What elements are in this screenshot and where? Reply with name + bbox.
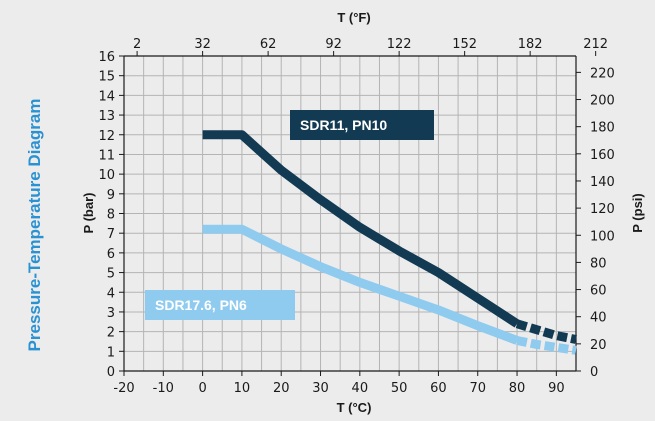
right-tick-label: 60 bbox=[590, 284, 607, 299]
y-tick-label: 2 bbox=[107, 326, 115, 341]
top-tick-label: 32 bbox=[194, 37, 211, 52]
x-axis-ticks: -20 -10 0 10 20 30 40 50 60 70 80 90 bbox=[113, 371, 565, 396]
top-axis-ticks: 2 32 62 92 122 152 182 212 bbox=[133, 37, 608, 56]
series-labels: SDR11, PN10 SDR17.6, PN6 bbox=[145, 110, 434, 320]
x-tick-label: -10 bbox=[153, 381, 174, 396]
y-tick-label: 8 bbox=[107, 208, 115, 223]
series-line-extension-1 bbox=[515, 319, 577, 344]
right-axis-label: P (psi) bbox=[630, 193, 645, 233]
series-label-2: SDR17.6, PN6 bbox=[155, 297, 247, 313]
y-tick-label: 5 bbox=[107, 267, 115, 282]
series-lines bbox=[202, 130, 577, 355]
y-tick-label: 15 bbox=[98, 70, 115, 85]
side-title: Pressure-Temperature Diagram bbox=[25, 99, 44, 352]
y-tick-label: 10 bbox=[98, 168, 115, 183]
right-tick-label: 20 bbox=[590, 338, 607, 353]
y-tick-label: 9 bbox=[107, 188, 115, 203]
top-axis-label: T (°F) bbox=[337, 10, 370, 25]
top-tick-label: 152 bbox=[452, 37, 477, 52]
right-tick-label: 140 bbox=[590, 175, 615, 190]
x-tick-label: 60 bbox=[430, 381, 447, 396]
right-tick-label: 40 bbox=[590, 311, 607, 326]
x-tick-label: 40 bbox=[352, 381, 369, 396]
x-axis-label: T (°C) bbox=[337, 400, 372, 415]
y-tick-label: 14 bbox=[98, 89, 115, 104]
right-tick-label: 0 bbox=[590, 365, 598, 380]
grid bbox=[124, 55, 577, 372]
x-tick-label: 90 bbox=[548, 381, 565, 396]
y-tick-label: 7 bbox=[107, 227, 115, 242]
x-tick-label: 10 bbox=[234, 381, 251, 396]
y-tick-label: 1 bbox=[107, 345, 115, 360]
x-tick-label: 80 bbox=[509, 381, 526, 396]
y-tick-label: 3 bbox=[107, 306, 115, 321]
x-tick-label: -20 bbox=[113, 381, 134, 396]
x-tick-label: 20 bbox=[273, 381, 290, 396]
right-axis-ticks: 0 20 40 60 80 100 120 140 160 180 200 220 bbox=[576, 66, 615, 380]
y-tick-label: 6 bbox=[107, 247, 115, 262]
x-tick-label: 50 bbox=[391, 381, 408, 396]
right-tick-label: 120 bbox=[590, 202, 615, 217]
right-tick-label: 160 bbox=[590, 148, 615, 163]
series-label-box-2 bbox=[145, 290, 295, 320]
top-tick-label: 212 bbox=[583, 37, 608, 52]
y-axis-label: P (bar) bbox=[81, 193, 96, 234]
right-tick-label: 180 bbox=[590, 121, 615, 136]
top-tick-label: 92 bbox=[325, 37, 342, 52]
series-line-extension-2 bbox=[516, 336, 577, 355]
y-tick-label: 12 bbox=[98, 129, 115, 144]
x-tick-label: 30 bbox=[312, 381, 329, 396]
top-tick-label: 122 bbox=[387, 37, 412, 52]
top-tick-label: 182 bbox=[518, 37, 543, 52]
y-tick-label: 16 bbox=[98, 50, 115, 65]
top-tick-label: 2 bbox=[133, 37, 141, 52]
y-tick-label: 4 bbox=[107, 286, 115, 301]
right-tick-label: 80 bbox=[590, 256, 607, 271]
axes bbox=[123, 55, 577, 372]
right-tick-label: 100 bbox=[590, 229, 615, 244]
x-tick-label: 70 bbox=[469, 381, 486, 396]
right-tick-label: 220 bbox=[590, 66, 615, 81]
x-tick-label: 0 bbox=[198, 381, 206, 396]
y-tick-label: 0 bbox=[107, 365, 115, 380]
series-line-1 bbox=[202, 130, 520, 328]
y-tick-label: 13 bbox=[98, 109, 115, 124]
top-tick-label: 62 bbox=[260, 37, 277, 52]
right-tick-label: 200 bbox=[590, 94, 615, 109]
series-label-1: SDR11, PN10 bbox=[300, 117, 387, 133]
series-line-2 bbox=[202, 224, 519, 345]
series-label-box-1 bbox=[290, 110, 434, 140]
y-tick-label: 11 bbox=[98, 148, 115, 163]
